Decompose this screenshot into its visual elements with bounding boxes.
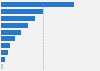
- Bar: [1, 16, 35, 21]
- Bar: [1, 36, 15, 41]
- Bar: [1, 9, 43, 14]
- Bar: [1, 57, 6, 62]
- Bar: [1, 43, 10, 48]
- Bar: [1, 64, 3, 69]
- Bar: [1, 2, 74, 7]
- Bar: [1, 30, 22, 35]
- Bar: [1, 50, 8, 55]
- Bar: [1, 23, 28, 28]
